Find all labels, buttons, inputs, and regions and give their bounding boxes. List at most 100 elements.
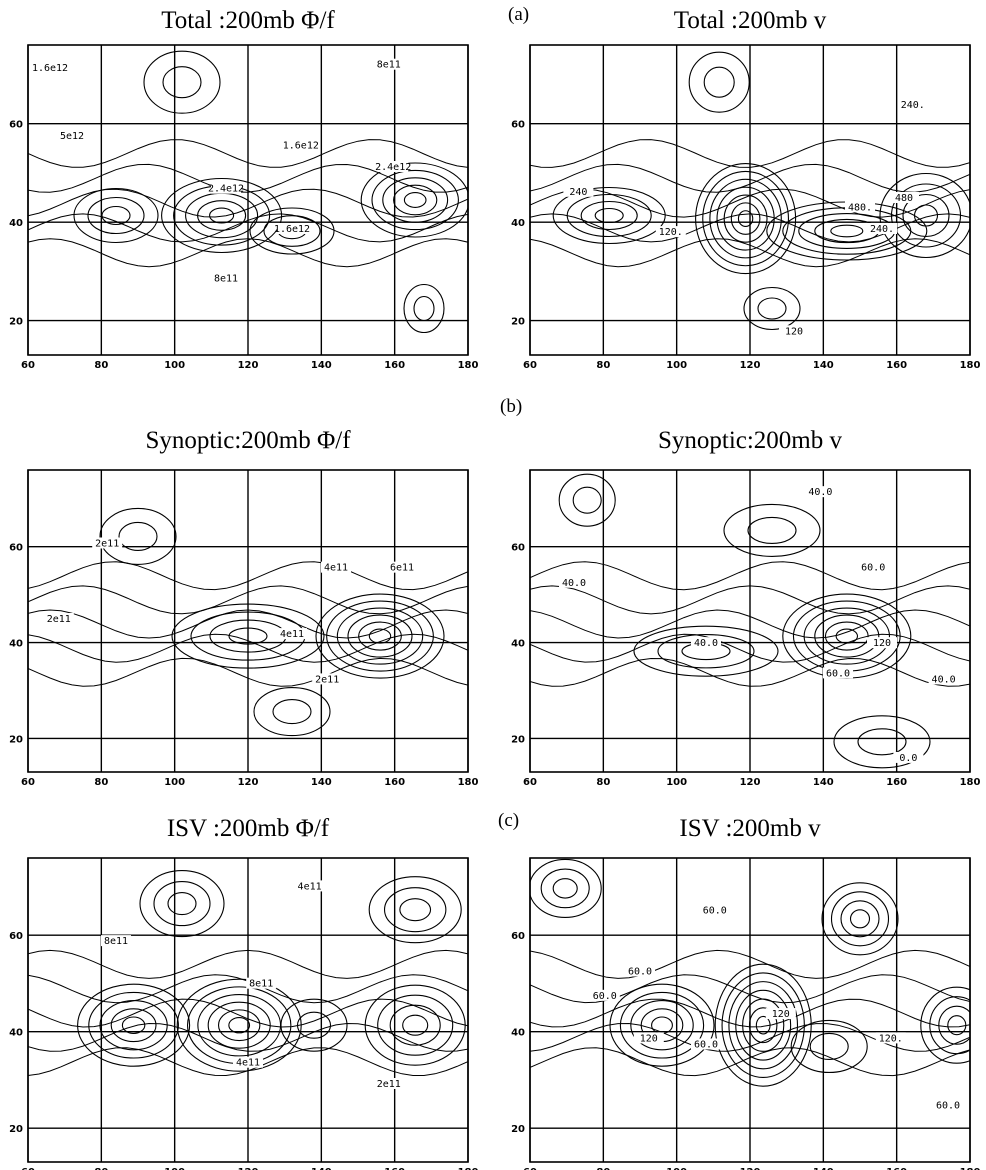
contour-label-bg [277,628,307,640]
contour-label-bg [277,223,307,234]
contour-line [920,986,970,1064]
y-tick-label: 20 [511,734,525,745]
contour-label-bg [625,965,655,977]
panel-title: Total :200mb v [674,7,827,34]
contour-label-bg [691,637,721,649]
contour-label: 0.0 [899,753,917,764]
x-tick-label: 120 [238,777,259,788]
contour-label: 2e11 [47,614,71,625]
contour-label: 1.6e12 [274,224,310,235]
contour-label-bg [246,977,277,989]
contour-label: 8e11 [104,936,128,947]
x-tick-label: 120 [238,1167,259,1170]
contour-line [558,473,616,527]
contour-label: 60.0 [703,906,727,917]
contour-line [709,178,782,259]
contour-line [716,186,775,251]
contour-label-bg [699,904,730,916]
x-tick-label: 100 [164,360,185,371]
contour-label: 5e12 [60,131,84,142]
contour-line [879,172,970,259]
x-tick-label: 180 [960,777,981,788]
x-tick-label: 80 [94,777,108,788]
contour-line [723,194,768,243]
contour-line [633,625,779,677]
contour-label-bg [211,272,241,284]
contour-line [552,186,666,245]
contour-label: 4e11 [280,629,304,640]
contour-line [833,715,931,769]
contour-line [840,900,880,938]
contour-line [186,986,292,1065]
contour-line [540,868,590,909]
x-tick-label: 60 [523,1167,537,1170]
x-tick-label: 180 [458,1167,479,1170]
panel: Total :200mb v 60 80 100 120 140 160 180 20 40 60 2… [511,7,980,371]
x-tick-label: 160 [886,360,907,371]
contour-line [249,207,335,255]
panel: ISV :200mb v 60 80 100 120 140 160 180 20 40 60 60.… [511,815,981,1170]
contour-label: 8e11 [377,60,401,71]
x-tick-label: 140 [813,1167,834,1170]
y-tick-label: 60 [511,931,525,942]
x-tick-label: 140 [311,360,332,371]
x-tick-label: 100 [666,777,687,788]
contour-line [747,516,797,544]
x-tick-label: 180 [458,360,479,371]
contour-label-bg [655,226,686,238]
x-tick-label: 80 [596,1167,610,1170]
contour-line [383,887,447,933]
contour-label: 120 [772,1009,790,1020]
contour-line [360,162,468,238]
contour-line [253,687,331,737]
contour-line [814,614,880,658]
contour-label: 240. [870,224,894,235]
contour-line [938,1005,970,1045]
x-tick-label: 140 [813,777,834,788]
contour-label: 4e11 [298,881,322,892]
contour-line [835,628,859,644]
contour-label: 480. [848,202,872,213]
panel: ISV :200mb Φ/f 60 80 100 120 140 160 180 20 40 60 4… [9,815,478,1170]
contour-label-bg [294,880,325,892]
contour-label-bg [867,223,897,234]
x-tick-label: 100 [164,777,185,788]
contour-label: 240. [901,100,925,111]
contour-label-bg [889,192,919,203]
contour-line [139,870,225,938]
contour-line [315,593,445,679]
panel-title: ISV :200mb Φ/f [167,815,330,842]
contour-label: 120 [640,1033,658,1044]
contour-label: 40.0 [694,638,718,649]
contour-line [173,185,271,246]
contour-line [651,1016,673,1034]
contour-label-bg [845,201,875,213]
y-tick-label: 40 [511,218,525,229]
contour-label: 1.6e12 [283,140,319,151]
contour-label: 60.0 [861,563,885,574]
contour-label: 1.6e12 [32,63,68,74]
x-tick-label: 180 [960,1167,981,1170]
contour-label: 4e11 [324,563,348,574]
contour-line [143,50,221,114]
contour-label: 40.0 [562,578,586,589]
contour-line [743,286,801,331]
contour-line [730,202,761,235]
contour-line [347,614,413,658]
contour-line [735,989,792,1061]
contour-label: 8e11 [249,979,273,990]
contour-label-bg [233,1056,263,1068]
contour-line [619,991,705,1059]
contour-label: 120. [659,227,683,238]
contour-label-bg [285,139,316,151]
contour-label-bg [387,561,417,573]
contour-label: 60.0 [593,991,617,1002]
contour-line [657,633,755,669]
contour-label: 240 [569,187,587,198]
contour-label-bg [43,613,74,624]
y-tick-label: 60 [9,120,23,131]
contour-line [790,1019,868,1074]
contour-label: 2.4e12 [208,184,244,195]
y-tick-label: 40 [511,1028,525,1039]
